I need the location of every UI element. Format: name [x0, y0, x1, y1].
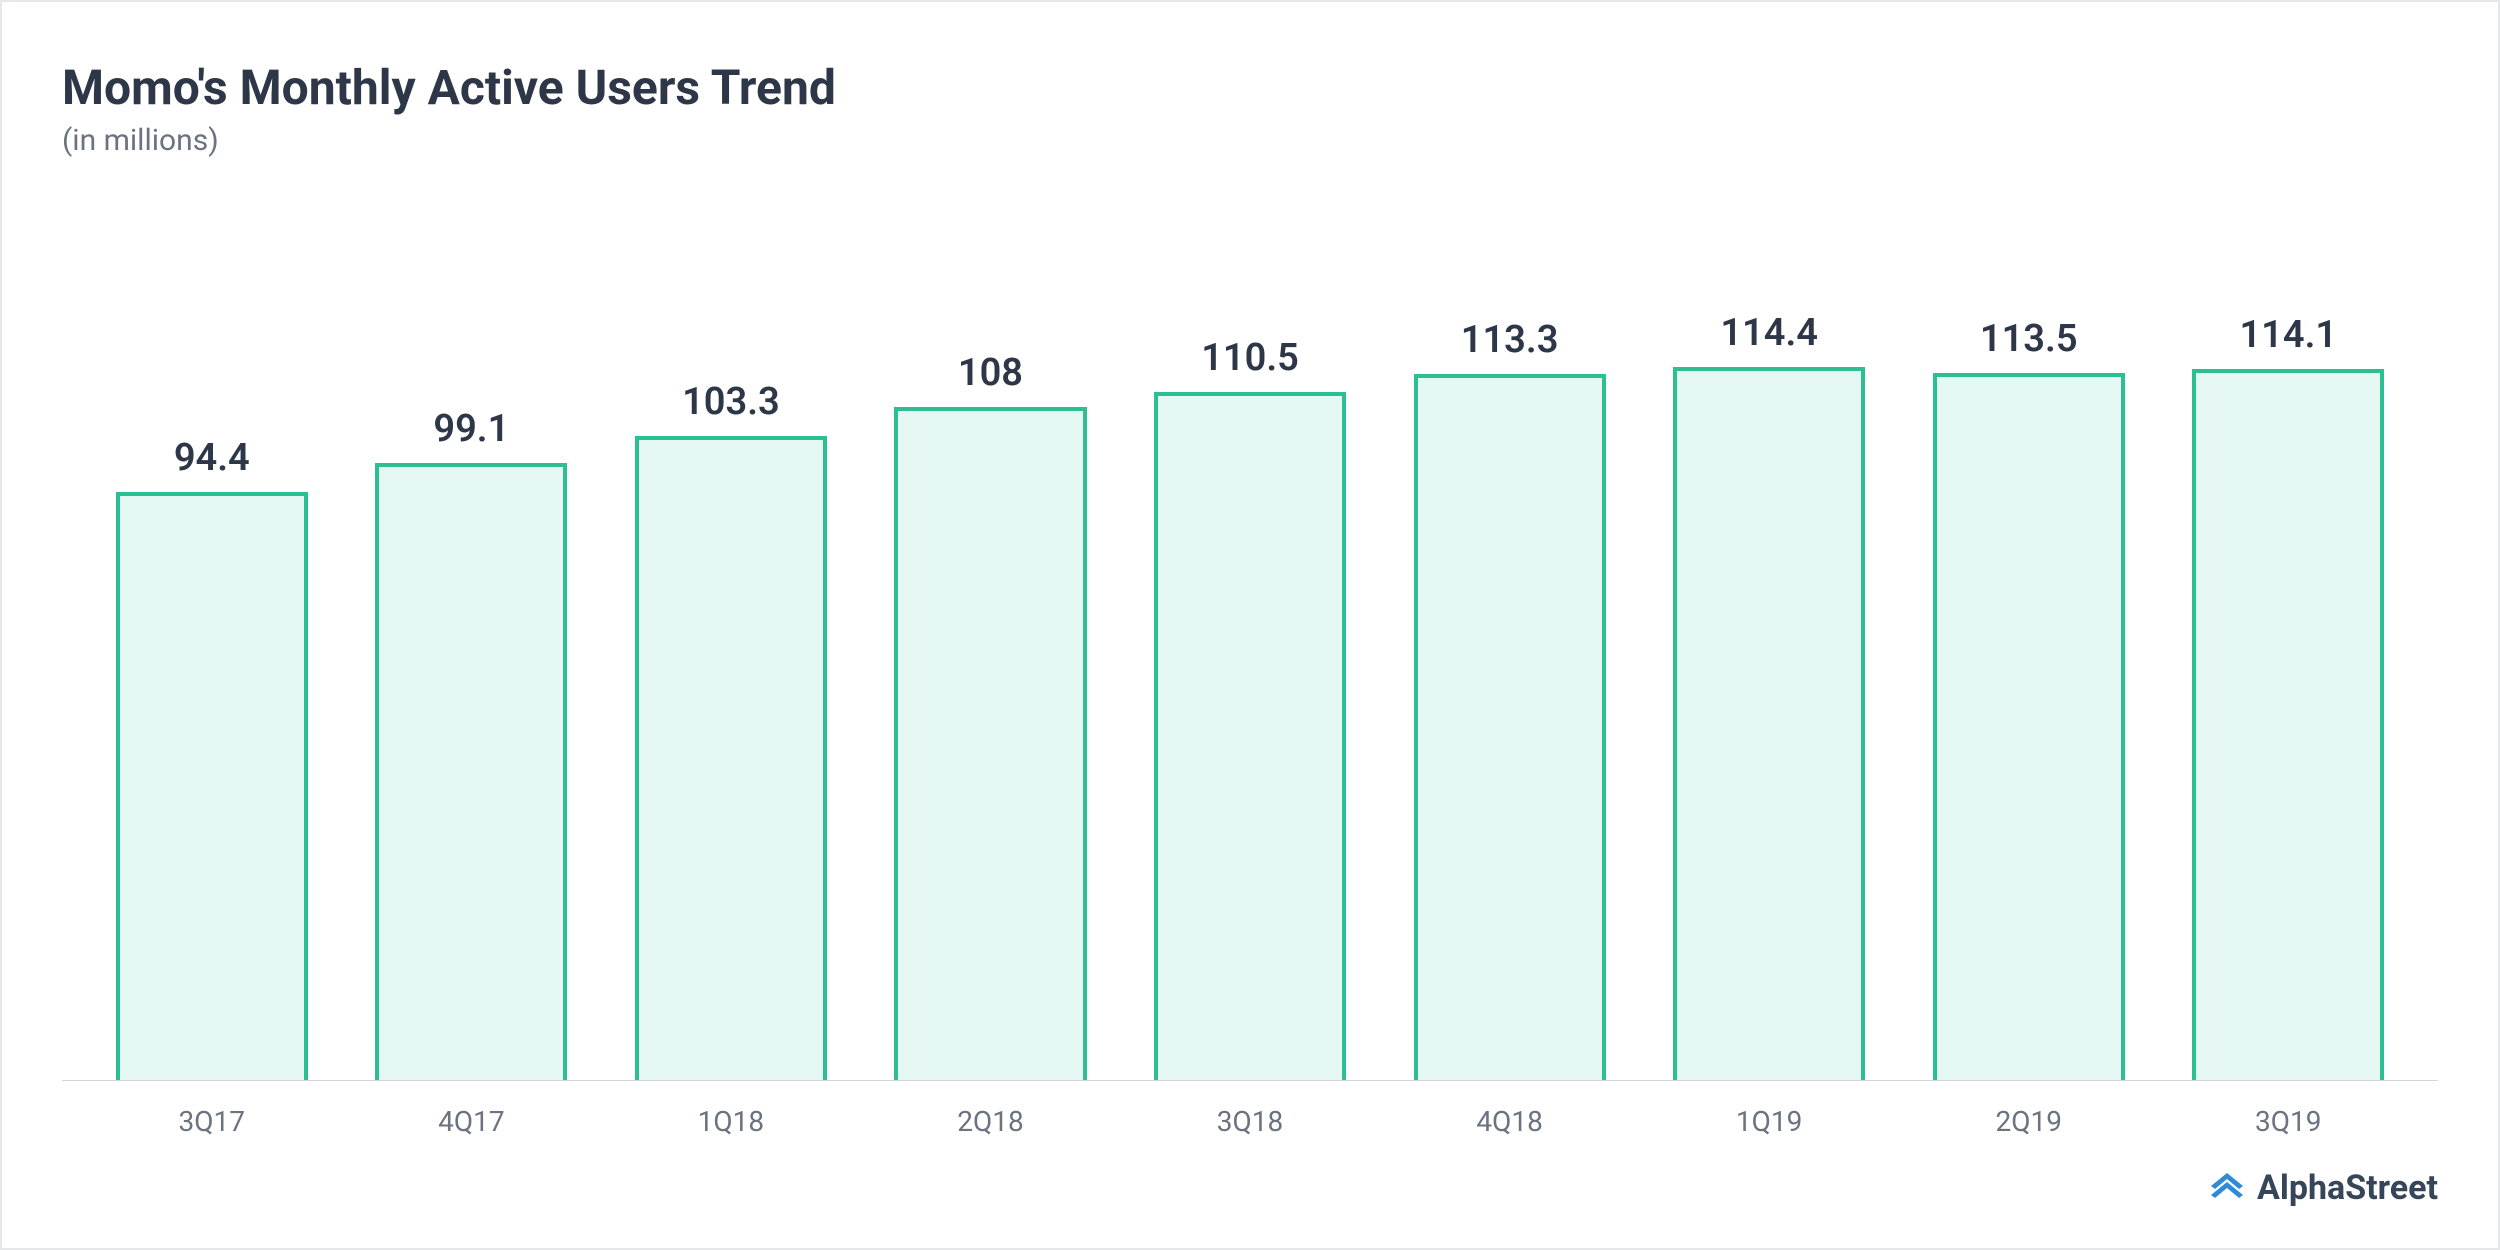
- bar-value-label: 113.5: [1980, 317, 2078, 361]
- x-tick-label: 2Q19: [1899, 1105, 2159, 1138]
- x-tick-label: 4Q17: [342, 1105, 602, 1138]
- chart-container: Momo's Monthly Active Users Trend (in mi…: [0, 0, 2500, 1250]
- bar: [1933, 373, 2125, 1080]
- bar: [894, 407, 1086, 1080]
- bar: [1673, 367, 1865, 1080]
- bar-wrap: 103.3: [601, 208, 861, 1080]
- bar-wrap: 99.1: [342, 208, 602, 1080]
- alphastreet-logo-icon: [2207, 1168, 2247, 1208]
- bar-wrap: 110.5: [1120, 208, 1380, 1080]
- bar-value-label: 114.1: [2239, 313, 2337, 357]
- bar-wrap: 113.5: [1899, 208, 2159, 1080]
- bar-wrap: 108: [861, 208, 1121, 1080]
- bar-value-label: 113.3: [1461, 318, 1559, 362]
- bar-value-label: 110.5: [1201, 336, 1299, 380]
- x-tick-label: 3Q18: [1120, 1105, 1380, 1138]
- bar-value-label: 114.4: [1720, 311, 1818, 355]
- x-tick-label: 3Q19: [2159, 1105, 2419, 1138]
- bar: [635, 436, 827, 1080]
- x-tick-label: 2Q18: [861, 1105, 1121, 1138]
- bar-wrap: 94.4: [82, 208, 342, 1080]
- header: Momo's Monthly Active Users Trend (in mi…: [62, 62, 2438, 158]
- x-tick-label: 1Q18: [601, 1105, 861, 1138]
- bar-value-label: 99.1: [433, 407, 509, 451]
- brand-name: AlphaStreet: [2257, 1168, 2438, 1208]
- bars-group: 94.4 99.1 103.3 108 110.5 113.3 114.4 113.5 114.…: [62, 208, 2438, 1080]
- bar: [375, 463, 567, 1080]
- chart-subtitle: (in millions): [62, 123, 2438, 158]
- chart-title: Momo's Monthly Active Users Trend: [62, 62, 2438, 115]
- bar: [116, 492, 308, 1080]
- x-axis: 3Q174Q171Q182Q183Q184Q181Q192Q193Q19: [62, 1105, 2438, 1138]
- bar-value-label: 108: [958, 351, 1023, 395]
- bar: [1414, 374, 1606, 1080]
- x-tick-label: 4Q18: [1380, 1105, 1640, 1138]
- bar-wrap: 114.1: [2159, 208, 2419, 1080]
- bar-value-label: 94.4: [174, 436, 250, 480]
- bar: [1154, 392, 1346, 1080]
- x-tick-label: 1Q19: [1639, 1105, 1899, 1138]
- x-tick-label: 3Q17: [82, 1105, 342, 1138]
- footer: AlphaStreet: [62, 1168, 2438, 1208]
- bar-wrap: 114.4: [1639, 208, 1899, 1080]
- bar: [2192, 369, 2384, 1080]
- bar-wrap: 113.3: [1380, 208, 1640, 1080]
- bar-value-label: 103.3: [682, 380, 780, 424]
- plot-region: 94.4 99.1 103.3 108 110.5 113.3 114.4 113.5 114.…: [62, 208, 2438, 1081]
- chart-area: 94.4 99.1 103.3 108 110.5 113.3 114.4 113.5 114.…: [62, 208, 2438, 1138]
